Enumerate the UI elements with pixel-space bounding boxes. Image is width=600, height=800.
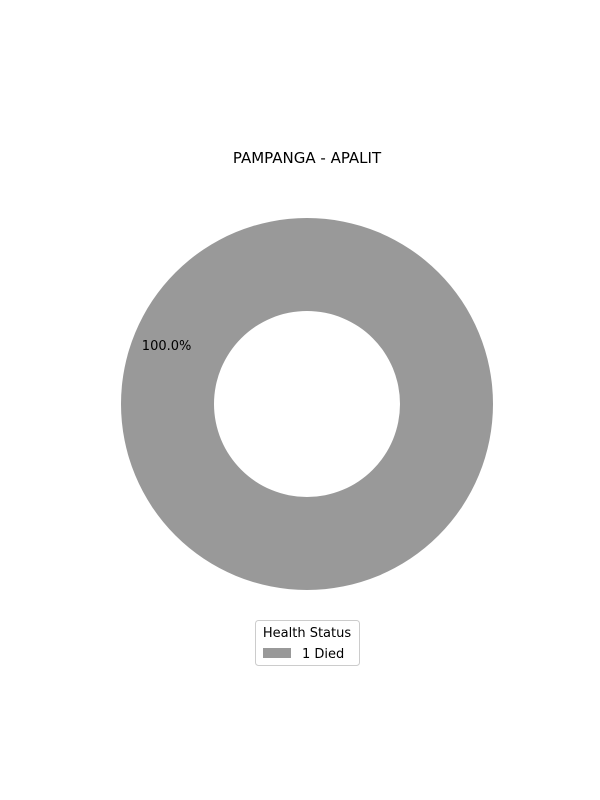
- legend-title: Health Status: [263, 626, 351, 641]
- legend-label: 1 Died: [302, 647, 344, 662]
- legend-swatch: [263, 648, 291, 658]
- donut-slice-died: [121, 218, 493, 590]
- legend: Health Status 1 Died: [255, 620, 360, 666]
- legend-items: 1 Died: [263, 647, 344, 662]
- slice-percent-label: 100.0%: [142, 339, 192, 354]
- donut-slices: 100.0%: [121, 218, 493, 590]
- chart-title: PAMPANGA - APALIT: [233, 149, 382, 167]
